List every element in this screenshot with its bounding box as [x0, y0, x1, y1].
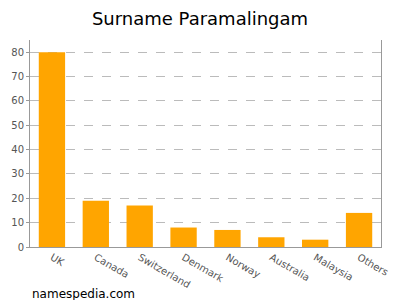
- svg-text:namespedia.com: namespedia.com: [32, 287, 135, 300]
- svg-text:50: 50: [11, 120, 24, 131]
- svg-text:UK: UK: [48, 252, 66, 269]
- svg-text:Others: Others: [356, 252, 391, 278]
- svg-text:Australia: Australia: [268, 252, 312, 284]
- svg-text:Norway: Norway: [224, 252, 262, 281]
- svg-text:70: 70: [11, 71, 24, 82]
- svg-text:30: 30: [11, 168, 24, 179]
- svg-text:Malaysia: Malaysia: [312, 252, 355, 283]
- svg-text:Canada: Canada: [92, 252, 130, 281]
- svg-text:Switzerland: Switzerland: [136, 252, 192, 291]
- svg-text:Surname Paramalingam: Surname Paramalingam: [92, 8, 308, 29]
- svg-text:20: 20: [11, 193, 24, 204]
- svg-text:80: 80: [11, 47, 24, 58]
- svg-text:Denmark: Denmark: [180, 252, 225, 285]
- svg-text:40: 40: [11, 144, 24, 155]
- svg-text:60: 60: [11, 95, 24, 106]
- svg-text:10: 10: [11, 217, 24, 228]
- svg-text:0: 0: [18, 242, 24, 253]
